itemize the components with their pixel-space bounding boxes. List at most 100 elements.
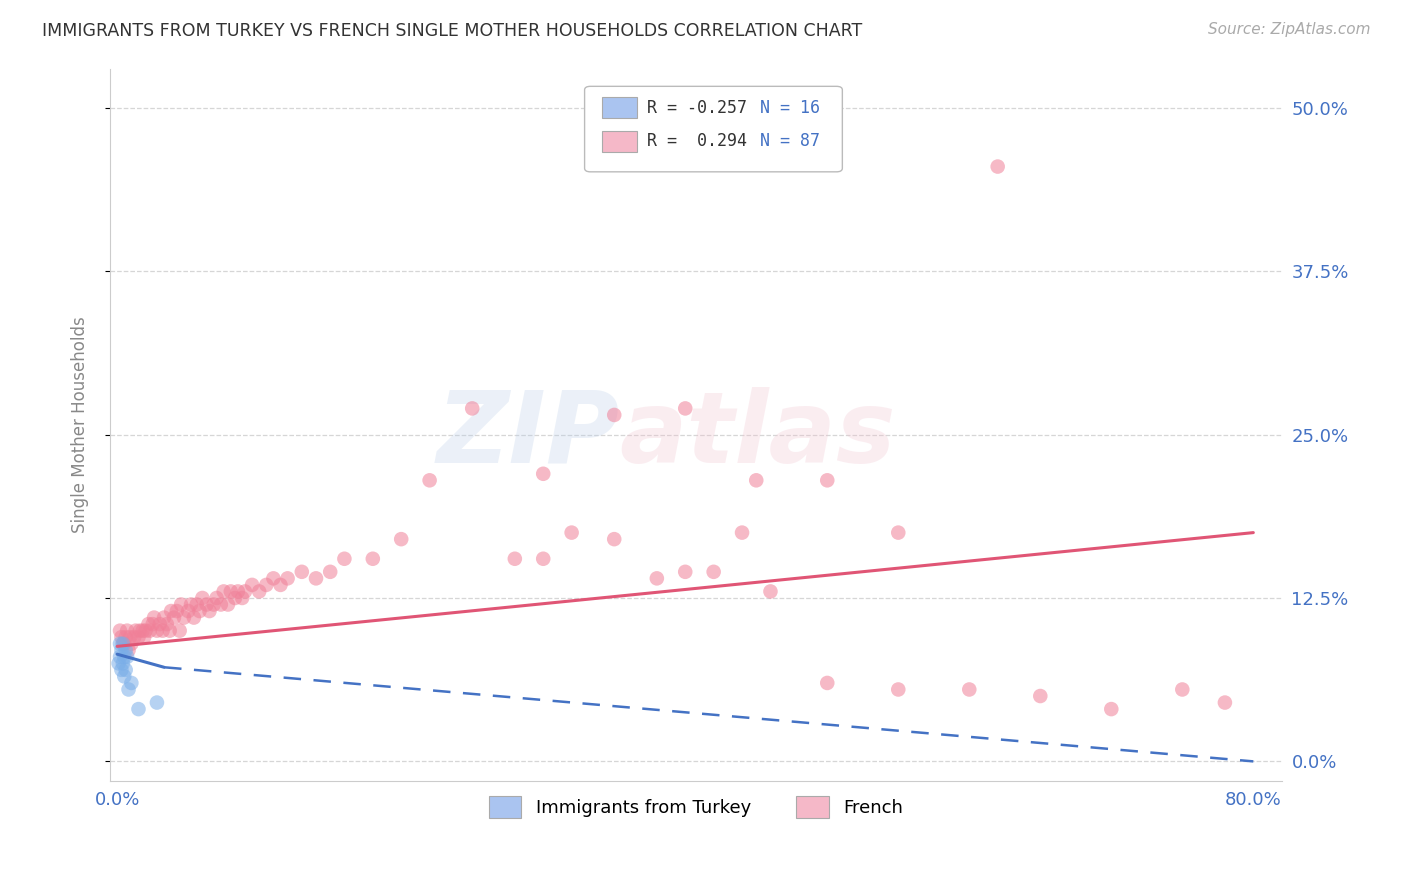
Point [1099, 702, 1122, 716]
Point [361, 551, 384, 566]
Point [146, 696, 169, 710]
Point [117, 682, 139, 697]
Point [1171, 682, 1194, 697]
Point [673, 565, 696, 579]
Point [110, 630, 132, 644]
Point [333, 551, 356, 566]
Point [159, 624, 181, 638]
Point [815, 676, 838, 690]
Point [115, 624, 138, 638]
Point [183, 610, 205, 624]
Point [247, 584, 270, 599]
Point [389, 532, 412, 546]
Point [531, 467, 554, 481]
Text: R =  0.294: R = 0.294 [647, 132, 747, 150]
Point [111, 657, 134, 671]
Point [114, 643, 136, 657]
Point [603, 532, 626, 546]
Point [202, 598, 225, 612]
Point [112, 637, 135, 651]
Point [124, 624, 146, 638]
Point [219, 584, 242, 599]
Point [166, 604, 188, 618]
Point [127, 702, 149, 716]
Point [269, 578, 291, 592]
Point [759, 584, 782, 599]
Point [118, 630, 141, 644]
Point [149, 617, 172, 632]
Point [169, 624, 191, 638]
Point [117, 643, 139, 657]
Point [240, 578, 263, 592]
Point [108, 649, 131, 664]
Point [673, 401, 696, 416]
Point [957, 682, 980, 697]
Point [142, 617, 165, 632]
Point [163, 610, 186, 624]
Point [115, 649, 138, 664]
Text: Source: ZipAtlas.com: Source: ZipAtlas.com [1208, 22, 1371, 37]
Point [112, 669, 135, 683]
Point [108, 637, 131, 651]
Point [1213, 696, 1236, 710]
Point [815, 473, 838, 487]
Point [277, 571, 299, 585]
Point [461, 401, 484, 416]
Point [987, 160, 1010, 174]
Point [188, 604, 211, 618]
Point [139, 624, 162, 638]
Point [177, 604, 200, 618]
Point [170, 598, 193, 612]
Text: R = -0.257: R = -0.257 [647, 99, 747, 117]
Text: atlas: atlas [620, 387, 896, 484]
Point [731, 525, 754, 540]
Point [191, 591, 214, 605]
Point [224, 591, 246, 605]
Point [156, 617, 179, 632]
Point [212, 584, 235, 599]
Point [111, 637, 134, 651]
Point [120, 676, 142, 690]
Point [503, 551, 526, 566]
Point [129, 624, 152, 638]
Point [135, 624, 157, 638]
Point [217, 598, 239, 612]
Point [233, 584, 256, 599]
Point [114, 630, 136, 644]
Point [110, 643, 132, 657]
Point [887, 682, 910, 697]
Point [319, 565, 342, 579]
Point [143, 610, 166, 624]
Point [603, 408, 626, 422]
Point [195, 598, 218, 612]
Y-axis label: Single Mother Households: Single Mother Households [72, 317, 89, 533]
Point [531, 551, 554, 566]
Point [703, 565, 725, 579]
Text: ZIP: ZIP [437, 387, 620, 484]
Point [153, 610, 176, 624]
Point [134, 630, 156, 644]
FancyBboxPatch shape [602, 97, 637, 119]
Point [173, 610, 195, 624]
Legend: Immigrants from Turkey, French: Immigrants from Turkey, French [482, 789, 910, 825]
Point [127, 630, 149, 644]
Point [561, 525, 583, 540]
Point [152, 624, 174, 638]
Point [226, 584, 249, 599]
Point [305, 571, 328, 585]
FancyBboxPatch shape [585, 87, 842, 172]
Point [132, 624, 155, 638]
Point [198, 604, 221, 618]
Point [138, 617, 160, 632]
Point [205, 591, 228, 605]
Point [231, 591, 253, 605]
Point [745, 473, 768, 487]
Point [291, 565, 314, 579]
Point [146, 624, 169, 638]
Point [254, 578, 277, 592]
Point [114, 663, 136, 677]
Point [645, 571, 668, 585]
Point [122, 630, 145, 644]
Point [160, 604, 183, 618]
Point [120, 637, 142, 651]
